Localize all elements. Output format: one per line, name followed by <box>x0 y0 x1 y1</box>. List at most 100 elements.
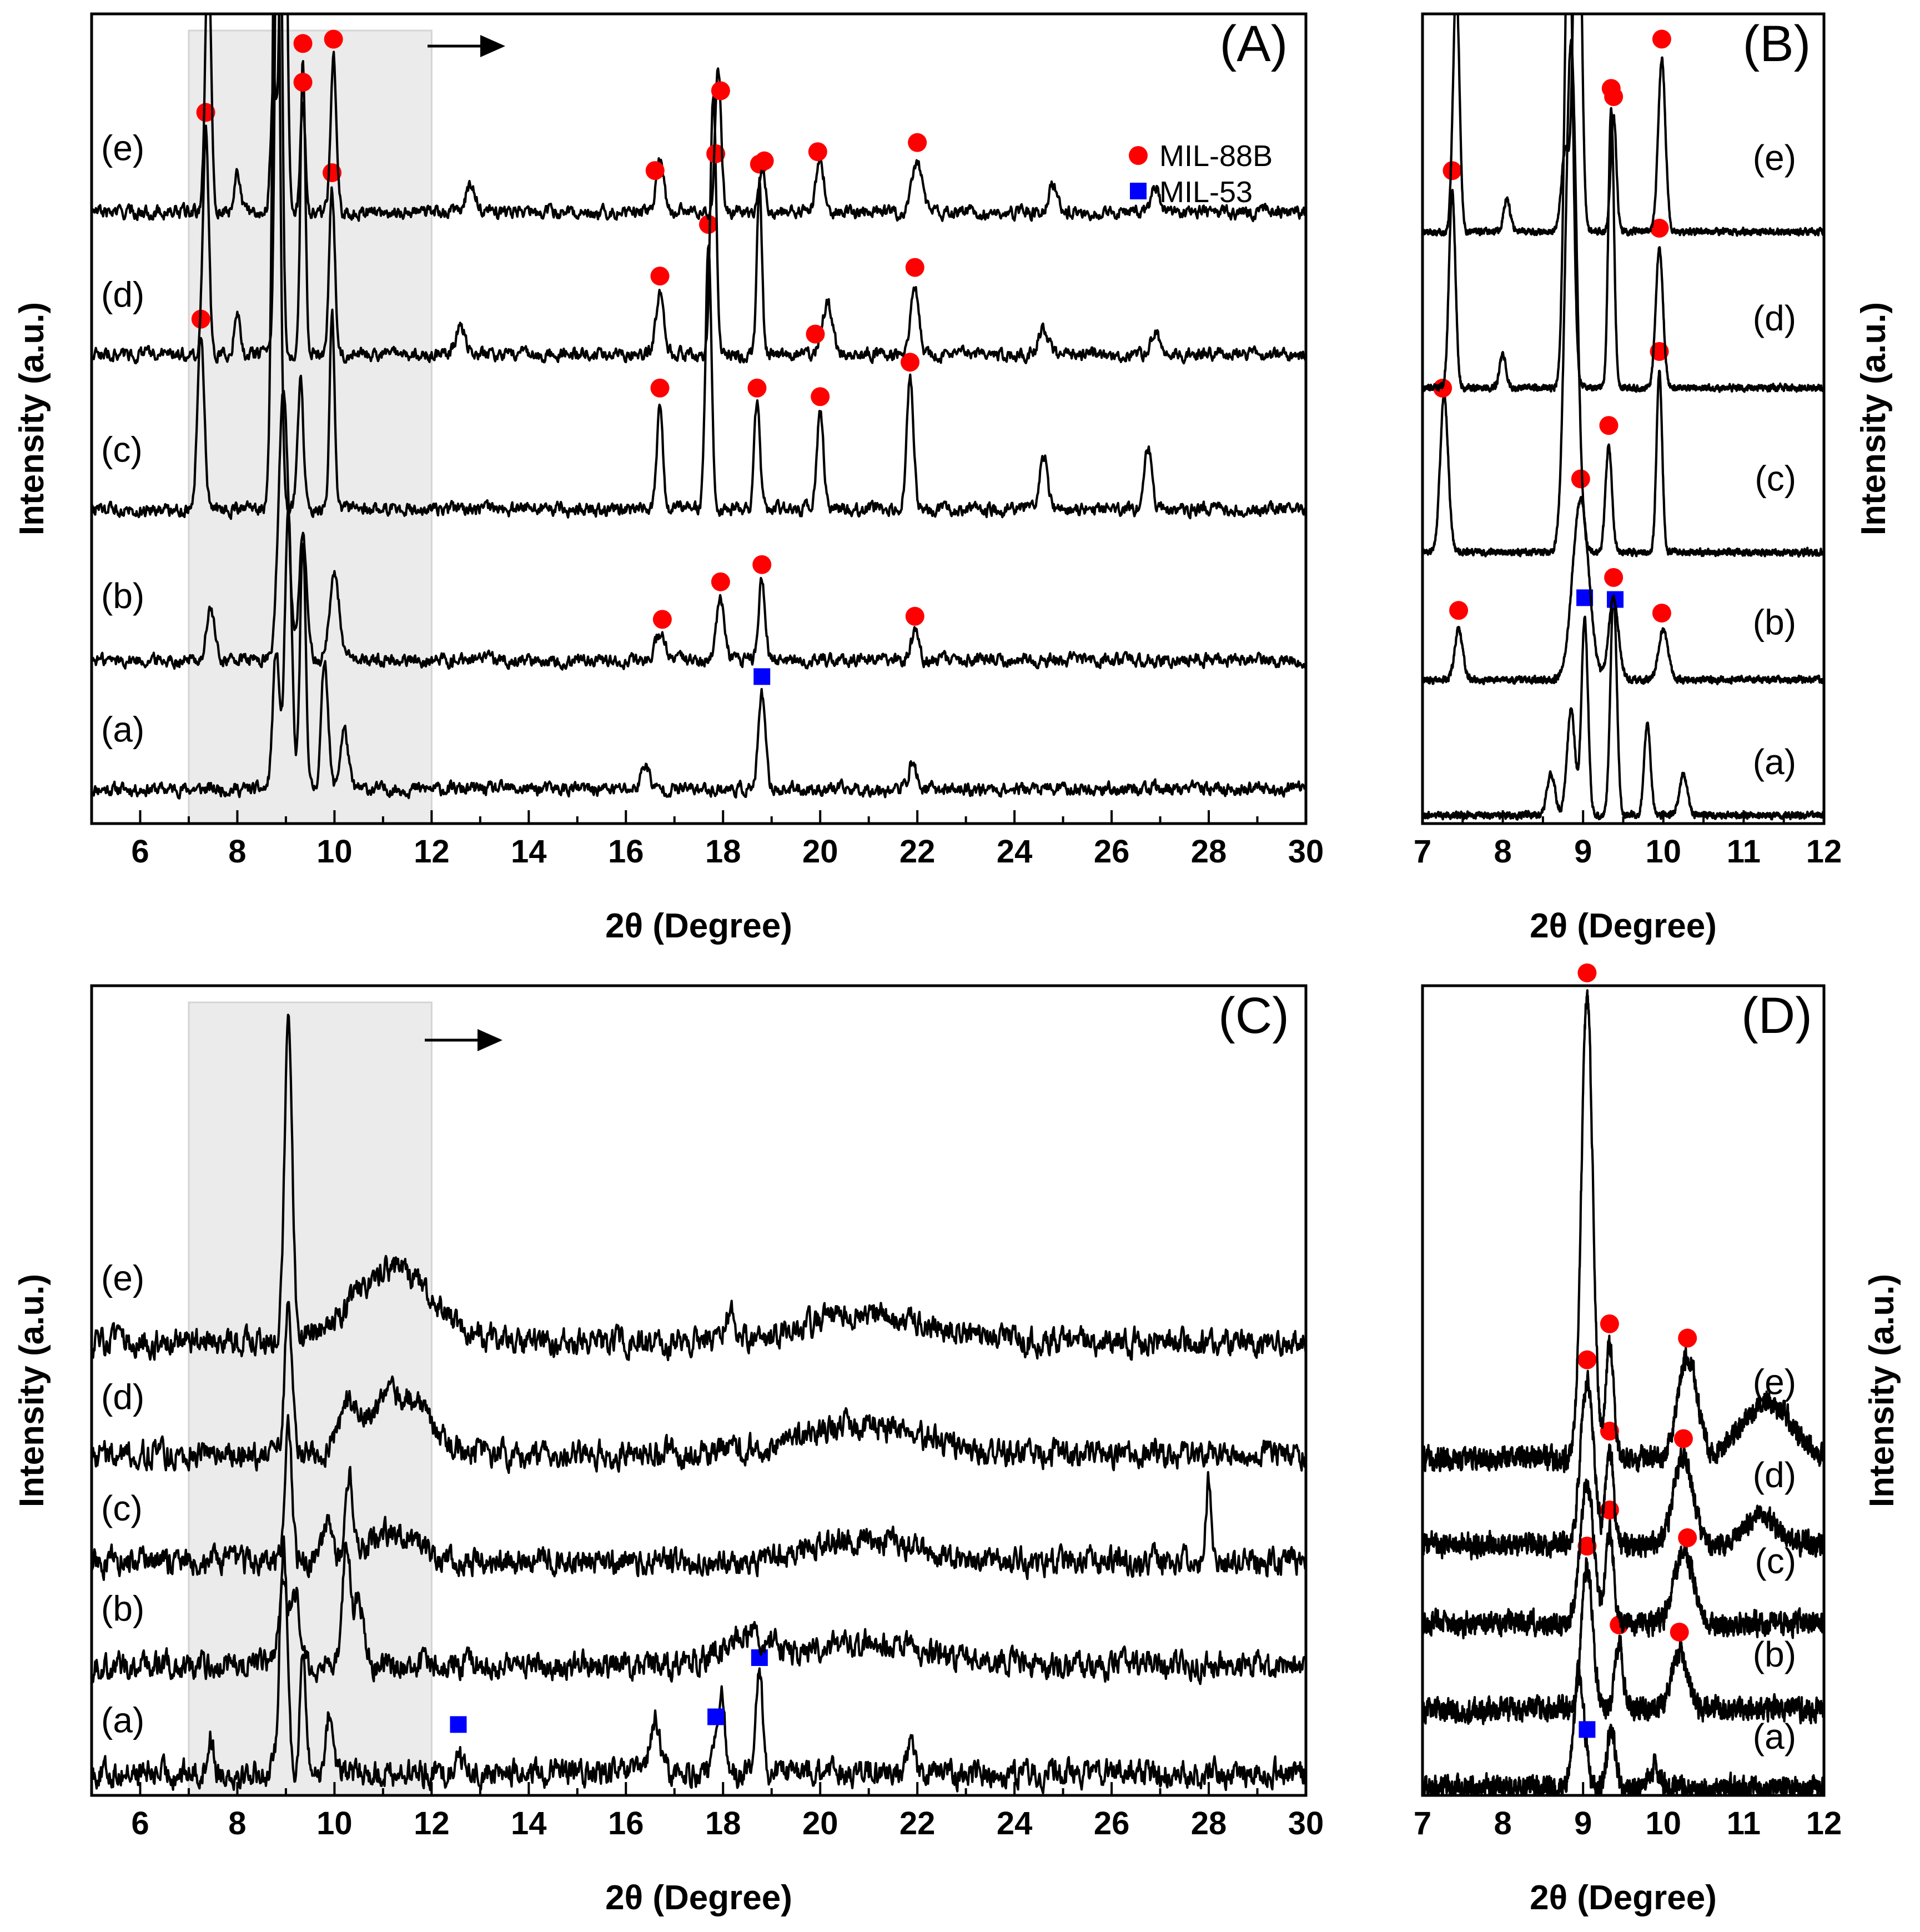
sample-label-b: (b) <box>101 1589 144 1629</box>
mil88b-marker <box>1652 29 1671 49</box>
x-tick-label: 22 <box>899 834 936 870</box>
mil88b-marker <box>1650 218 1669 238</box>
sample-label-c: (c) <box>1755 1541 1796 1581</box>
mil88b-marker <box>806 324 825 344</box>
x-tick-label: 12 <box>1806 1805 1842 1841</box>
x-axis-title: 2θ (Degree) <box>1530 1879 1717 1917</box>
x-tick-label: 26 <box>1094 834 1130 870</box>
sample-label-d: (d) <box>101 274 144 314</box>
x-tick-label: 22 <box>899 1805 936 1841</box>
x-tick-label: 11 <box>1727 834 1761 870</box>
trace-c-b <box>92 1541 1306 1685</box>
sample-label-a: (a) <box>1753 1717 1796 1757</box>
trace-b-a <box>1423 594 1824 821</box>
mil88b-marker <box>1600 1314 1619 1333</box>
sample-label-d: (d) <box>101 1377 144 1417</box>
mil88b-marker <box>1678 1528 1697 1548</box>
mil88b-marker <box>324 29 343 49</box>
x-tick-label: 8 <box>1494 1805 1511 1841</box>
x-tick-label: 7 <box>1414 1805 1431 1841</box>
panel-d: (a) (b) (c) (d) (e) 7 8 9 10 11 12 2θ (Degree) Inten… <box>1414 963 1901 1917</box>
x-tick-label: 24 <box>997 1805 1033 1841</box>
x-tick-label: 6 <box>131 1805 149 1841</box>
mil88b-marker <box>901 353 920 372</box>
x-tick-label: 9 <box>1574 834 1592 870</box>
plot-frame-b <box>1421 12 1826 825</box>
mil88b-marker <box>905 258 924 277</box>
legend-square-swatch <box>1130 183 1147 199</box>
mil88b-marker <box>905 606 924 626</box>
x-tick-label: 6 <box>131 834 149 870</box>
x-tick-label: 18 <box>705 834 741 870</box>
mil88b-marker <box>811 387 830 407</box>
panel-b: (a) (b) (c) (d) (e) 7 8 9 10 11 12 2θ (Degree) Inten… <box>1414 12 1893 945</box>
trace-c-a <box>92 1535 1306 1794</box>
mil88b-marker <box>1577 1350 1597 1369</box>
sample-label-a: (a) <box>101 710 144 750</box>
x-tick-label: 12 <box>414 834 450 870</box>
mil88b-marker <box>1604 87 1624 107</box>
x-tick-label: 16 <box>608 1805 644 1841</box>
y-axis-title: Intensity (a.u.) <box>1863 1274 1901 1507</box>
legend-circle-swatch <box>1129 146 1148 165</box>
mil88b-marker <box>1678 1328 1697 1348</box>
mil88b-marker <box>711 81 730 101</box>
trace-d-d <box>1423 1369 1824 1560</box>
x-tick-label: 12 <box>414 1805 450 1841</box>
mil88b-marker <box>1599 416 1619 435</box>
trace-c-c <box>92 1414 1306 1581</box>
trace-a-a <box>92 506 1306 800</box>
sample-label-b: (b) <box>1753 603 1796 643</box>
sample-label-b: (b) <box>101 576 144 616</box>
x-tick-label: 30 <box>1288 834 1324 870</box>
trace-d-c <box>1423 1478 1824 1640</box>
panel-c: (a) (b) (c) (d) (e) 6 8 10 12 14 16 18 20 22 24 26 28 30 2… <box>13 984 1324 1917</box>
trace-d-a <box>1423 1668 1824 1795</box>
x-tick-label: 18 <box>705 1805 741 1841</box>
mil88b-marker <box>808 142 827 162</box>
sample-label-e: (e) <box>1753 1362 1796 1402</box>
sample-label-b: (b) <box>1753 1634 1796 1674</box>
x-tick-label: 8 <box>228 1805 246 1841</box>
x-tick-label: 9 <box>1574 1805 1592 1841</box>
mil88b-marker <box>293 73 313 92</box>
x-tick-label: 24 <box>997 834 1033 870</box>
x-tick-label: 10 <box>316 1805 353 1841</box>
x-tick-label: 14 <box>511 1805 547 1841</box>
panel-label: (A) <box>1220 16 1288 72</box>
trace-b-d <box>1423 14 1824 393</box>
x-tick-label: 28 <box>1191 1805 1227 1841</box>
trace-a-d <box>92 14 1306 365</box>
mil88b-marker <box>1577 963 1597 982</box>
trace-c-e <box>92 1013 1306 1362</box>
mil88b-marker <box>645 161 665 180</box>
mil88b-marker <box>698 215 718 234</box>
mil88b-marker <box>1449 601 1469 620</box>
legend-mil53-label: MIL-53 <box>1159 175 1253 209</box>
mil88b-marker <box>706 144 726 163</box>
sample-label-d: (d) <box>1753 298 1796 338</box>
x-tick-label: 26 <box>1094 1805 1130 1841</box>
trace-b-e <box>1423 14 1824 237</box>
sample-label-a: (a) <box>1753 742 1796 782</box>
plot-frame-a <box>90 12 1308 825</box>
trace-b-c <box>1423 38 1824 558</box>
x-tick-label: 8 <box>1494 834 1511 870</box>
panel-label: (D) <box>1741 987 1812 1044</box>
mil88b-marker <box>747 378 767 398</box>
mil88b-marker <box>1670 1622 1689 1642</box>
mil53-marker <box>753 668 771 685</box>
mil88b-marker <box>1571 469 1590 489</box>
sample-label-c: (c) <box>1755 459 1796 499</box>
mil88b-marker <box>650 378 670 398</box>
trace-a-b <box>92 390 1306 671</box>
mil88b-marker <box>1604 568 1624 587</box>
x-tick-label: 7 <box>1414 834 1431 870</box>
trace-d-e <box>1423 989 1824 1473</box>
x-tick-label: 8 <box>228 834 246 870</box>
sample-label-e: (e) <box>101 1258 144 1298</box>
mil53-marker <box>450 1716 467 1733</box>
x-tick-label: 20 <box>802 1805 838 1841</box>
